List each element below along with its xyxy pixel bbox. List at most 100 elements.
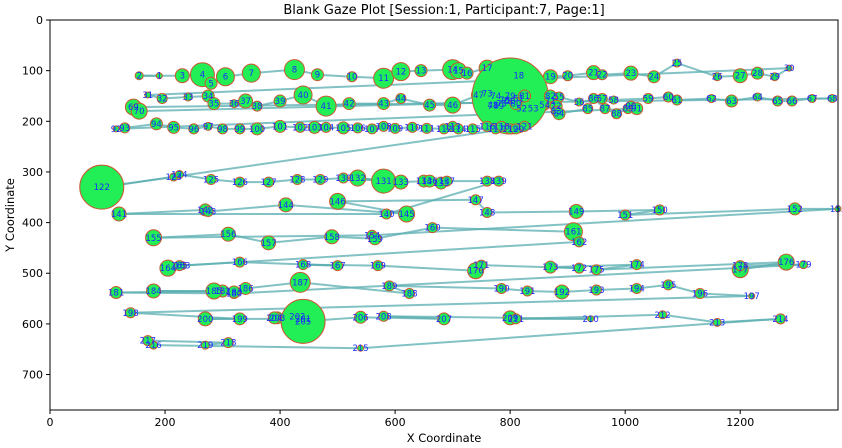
fixation-label: 129 [312, 176, 328, 186]
saccade-line [374, 226, 433, 240]
fixation-point [149, 117, 163, 131]
fixation-label: 208 [375, 312, 391, 322]
fixation-label: 167 [329, 262, 345, 272]
fixation-label: 190 [493, 284, 509, 294]
saccade-line [147, 339, 229, 344]
fixation-label: 99 [234, 125, 245, 135]
fixation-point [574, 97, 584, 107]
fixation-label: 161 [565, 228, 581, 238]
fixation-label: 151 [617, 211, 633, 221]
fixation-label: 15 [453, 67, 464, 77]
fixation-label: 25 [672, 59, 683, 69]
fixation-label: 62 [706, 95, 717, 105]
fixation-point [130, 102, 148, 120]
fixation-label: 168 [295, 261, 311, 271]
fixation-point [470, 194, 482, 206]
fixation-point [207, 97, 221, 111]
fixation-point [324, 229, 340, 245]
x-tick-label: 600 [385, 416, 406, 429]
fixation-point [519, 120, 531, 132]
fixation-label: 45 [424, 101, 435, 111]
fixation-label: 201 [295, 315, 311, 325]
fixation-label: 141 [111, 210, 127, 220]
fixation-label: 56 [574, 98, 585, 108]
saccade-line [130, 295, 752, 314]
fixation-label: 124 [171, 170, 187, 180]
fixation-point [772, 95, 784, 107]
fixation-point [631, 259, 643, 271]
fixation-label: 130 [335, 174, 351, 184]
fixation-label: 65 [772, 97, 783, 107]
saccade-line [153, 344, 361, 350]
fixation-label: 42 [344, 100, 355, 110]
fixation-point [383, 280, 395, 292]
fixation-point [217, 123, 229, 135]
fixation-point [662, 279, 674, 291]
fixation-label: 169 [370, 262, 386, 272]
plot-frame [49, 19, 839, 411]
fixation-label: 193 [588, 286, 604, 296]
fixation-point [573, 236, 585, 248]
fixation-label: 9 [315, 71, 320, 81]
fixation-point [238, 93, 254, 109]
fixation-point [378, 120, 390, 132]
fixation-label: 191 [519, 287, 535, 297]
fixation-label: 164 [160, 264, 176, 274]
fixation-point [119, 122, 131, 134]
fixation-label: 216 [145, 341, 161, 351]
fixation-label: 81 [519, 92, 530, 102]
fixation-label: 5 [208, 79, 213, 89]
fixation-label: 181 [108, 288, 124, 298]
fixation-label: 147 [468, 196, 484, 206]
fixation-label: 30 [784, 64, 795, 74]
fixation-label: 199 [232, 315, 248, 325]
fixation-label: 36 [229, 100, 240, 110]
fixation-label: 188 [401, 290, 417, 300]
saccade-line [147, 67, 790, 96]
fixation-label: 85 [582, 105, 593, 115]
saccade-line [360, 317, 781, 350]
saccade-line [625, 207, 795, 216]
fixation-label: 2 [136, 72, 141, 82]
fixation-label: 126 [232, 178, 248, 188]
fixation-point [568, 203, 584, 219]
fixation-label: 183 [226, 288, 242, 298]
fixation-point [712, 317, 722, 327]
fixation-label: 97 [203, 122, 214, 132]
fixation-label: 187 [292, 278, 308, 288]
fixation-label: 196 [692, 290, 708, 300]
chart-title: Blank Gaze Plot [Session:1, Participant:… [283, 3, 604, 18]
fixation-label: 20 [562, 72, 573, 82]
fixation-label: 203 [269, 314, 285, 324]
fixation-label: 3 [180, 72, 185, 82]
fixation-point [543, 89, 557, 103]
fixation-label: 68 [827, 95, 838, 105]
saccade-line [208, 203, 286, 213]
saccade-line [179, 261, 240, 267]
fixation-label: 11 [378, 74, 389, 84]
fixation-label: 180 [226, 290, 242, 300]
fixation-point [596, 69, 608, 81]
fixation-label: 133 [393, 178, 409, 188]
fixation-point [233, 312, 247, 326]
fixation-label: 43 [378, 100, 389, 110]
fixation-label: 49 [493, 102, 504, 112]
fixation-label: 83 [551, 107, 562, 117]
fixation-label: 33 [183, 93, 194, 103]
fixation-label: 73 [482, 89, 493, 99]
fixation-label: 194 [629, 284, 645, 294]
fixation-point [329, 192, 347, 210]
fixation-point [320, 121, 332, 133]
fixation-label: 163 [174, 262, 190, 272]
fixation-label: 13 [416, 67, 427, 77]
fixation-point [398, 205, 416, 223]
fixation-label: 88 [611, 110, 622, 120]
fixation-point [631, 282, 643, 294]
y-tick-label: 400 [22, 217, 43, 230]
fixation-point [183, 92, 193, 102]
fixation-point [554, 284, 570, 300]
fixation-label: 109 [387, 124, 403, 134]
fixation-label: 89 [623, 105, 634, 115]
fixation-point [611, 108, 623, 120]
